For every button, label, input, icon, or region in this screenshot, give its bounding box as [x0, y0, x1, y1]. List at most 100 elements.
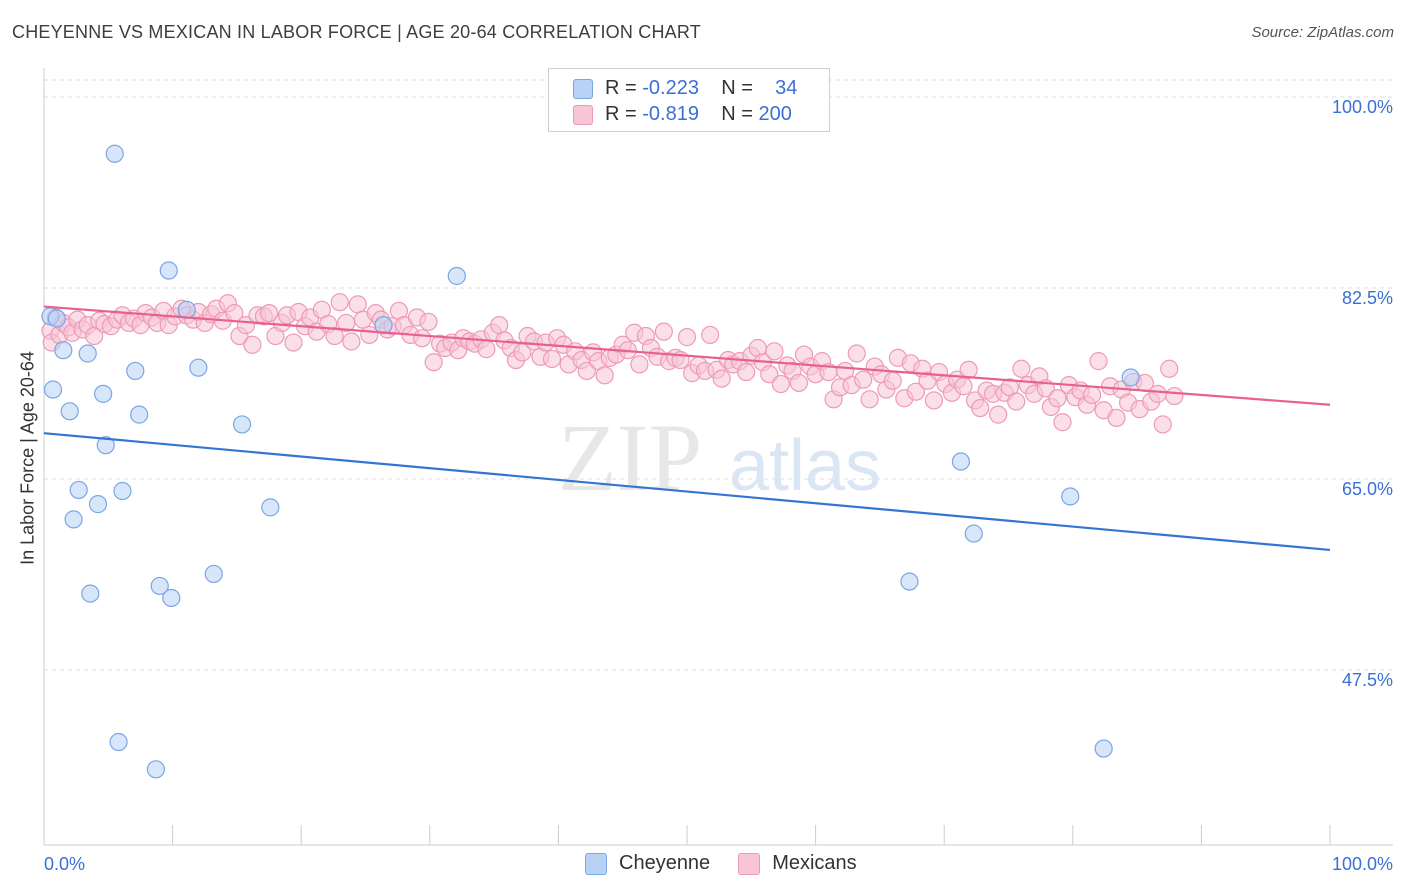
y-tick-label: 100.0%: [1332, 97, 1393, 117]
cheyenne-point: [1061, 487, 1080, 506]
mexicans-point: [924, 391, 944, 410]
mexicans-point: [259, 304, 279, 323]
data-points: [41, 144, 1184, 779]
legend-n-mexicans: 200: [758, 102, 792, 125]
cheyenne-point: [78, 344, 97, 363]
mexicans-point: [654, 322, 673, 341]
watermark-atlas: atlas: [729, 426, 881, 506]
mexicans-point: [490, 316, 509, 335]
cheyenne-point: [900, 572, 919, 591]
legend-n-cheyenne: 34: [775, 76, 798, 99]
mexicans-point: [1089, 352, 1108, 371]
mexicans-point: [1053, 413, 1072, 432]
mexicans-point: [595, 366, 614, 385]
cheyenne-point: [150, 576, 169, 596]
mexicans-point: [883, 371, 902, 390]
mexicans-point: [577, 361, 596, 381]
y-tick-label: 47.5%: [1342, 670, 1393, 690]
cheyenne-point: [94, 384, 113, 403]
mexicans-point: [847, 344, 866, 363]
mexicans-point: [1153, 415, 1172, 434]
cheyenne-point: [951, 452, 971, 471]
mexicans-point: [412, 329, 432, 348]
mexicans-point: [1082, 385, 1102, 405]
cheyenne-point: [964, 524, 983, 543]
cheyenne-point: [47, 309, 66, 328]
legend-label-cheyenne: Cheyenne: [619, 852, 711, 874]
mexicans-point: [854, 370, 873, 389]
mexicans-point: [765, 342, 784, 361]
watermark: ZIP atlas: [558, 404, 881, 511]
x-tick-label: 100.0%: [1332, 854, 1393, 874]
cheyenne-point: [126, 361, 145, 381]
trend-lines: [43, 305, 1331, 552]
mexicans-point: [760, 365, 779, 384]
cheyenne-point: [447, 266, 466, 286]
mexicans-point: [677, 328, 697, 347]
cheyenne-point: [43, 380, 63, 399]
mexicans-point: [419, 312, 438, 331]
cheyenne-point: [374, 316, 393, 335]
legend-box: R = -0.223 N = 34 R = -0.819 N = 200: [548, 68, 830, 132]
cheyenne-trend-line: [43, 432, 1331, 552]
mexicans-point: [542, 349, 562, 369]
cheyenne-point: [146, 760, 165, 779]
mexicans-point: [1165, 386, 1184, 406]
cheyenne-point: [54, 341, 73, 360]
mexicans-point: [1012, 359, 1031, 378]
source-label: Source: ZipAtlas.com: [1251, 24, 1394, 41]
mexicans-point: [424, 353, 443, 372]
mexicans-point: [348, 295, 367, 314]
mexicans-point: [971, 398, 990, 418]
cheyenne-point: [177, 300, 196, 319]
mexicans-point: [1148, 384, 1167, 403]
bottom-legend: Cheyenne Mexicans: [585, 852, 885, 875]
mexicans-point: [737, 362, 756, 382]
mexicans-point: [330, 293, 349, 312]
mexicans-point: [860, 390, 879, 409]
cheyenne-point: [105, 144, 124, 163]
cheyenne-point: [60, 402, 79, 421]
legend-row-mexicans: R = -0.819 N = 200: [573, 101, 792, 127]
legend-n-label: N =: [721, 76, 753, 99]
cheyenne-point: [96, 436, 115, 455]
mexicans-point: [989, 405, 1008, 424]
cheyenne-point: [1094, 739, 1113, 758]
cheyenne-point: [130, 405, 149, 424]
mexicans-point: [630, 355, 649, 374]
cheyenne-point: [261, 498, 280, 517]
mexicans-point: [906, 382, 926, 401]
legend-label-mexicans: Mexicans: [772, 852, 857, 874]
cheyenne-point: [162, 588, 181, 608]
legend-row-cheyenne: R = -0.223 N = 34: [573, 75, 798, 101]
legend-r-label: R =: [605, 102, 637, 125]
cheyenne-point: [64, 510, 83, 529]
cheyenne-swatch: [585, 852, 607, 875]
mexicans-swatch: [573, 105, 593, 125]
mexicans-point: [1160, 359, 1179, 378]
mexicans-point: [771, 374, 790, 394]
cheyenne-point: [1121, 368, 1140, 387]
legend-r-cheyenne: -0.223: [642, 76, 699, 99]
mexicans-point: [1007, 392, 1026, 411]
mexicans-point: [243, 335, 262, 354]
chart-title: CHEYENNE VS MEXICAN IN LABOR FORCE | AGE…: [12, 22, 701, 42]
legend-item-mexicans: Mexicans: [738, 852, 857, 875]
mexicans-trend-line: [43, 305, 1331, 406]
axes: [43, 68, 1393, 846]
mexicans-point: [342, 332, 361, 351]
cheyenne-point: [88, 495, 108, 514]
mexicans-point: [284, 333, 303, 352]
cheyenne-point: [109, 732, 128, 752]
mexicans-point: [1048, 389, 1067, 408]
cheyenne-point: [232, 415, 252, 434]
mexicans-swatch: [738, 852, 761, 875]
cheyenne-point: [81, 584, 100, 603]
mexicans-point: [1107, 408, 1126, 427]
mexicans-point: [477, 340, 496, 359]
legend-r-mexicans: -0.819: [642, 102, 699, 125]
x-tick-label: 0.0%: [44, 854, 85, 874]
cheyenne-point: [69, 480, 88, 500]
y-tick-label: 82.5%: [1342, 288, 1393, 308]
cheyenne-swatch: [573, 79, 593, 99]
